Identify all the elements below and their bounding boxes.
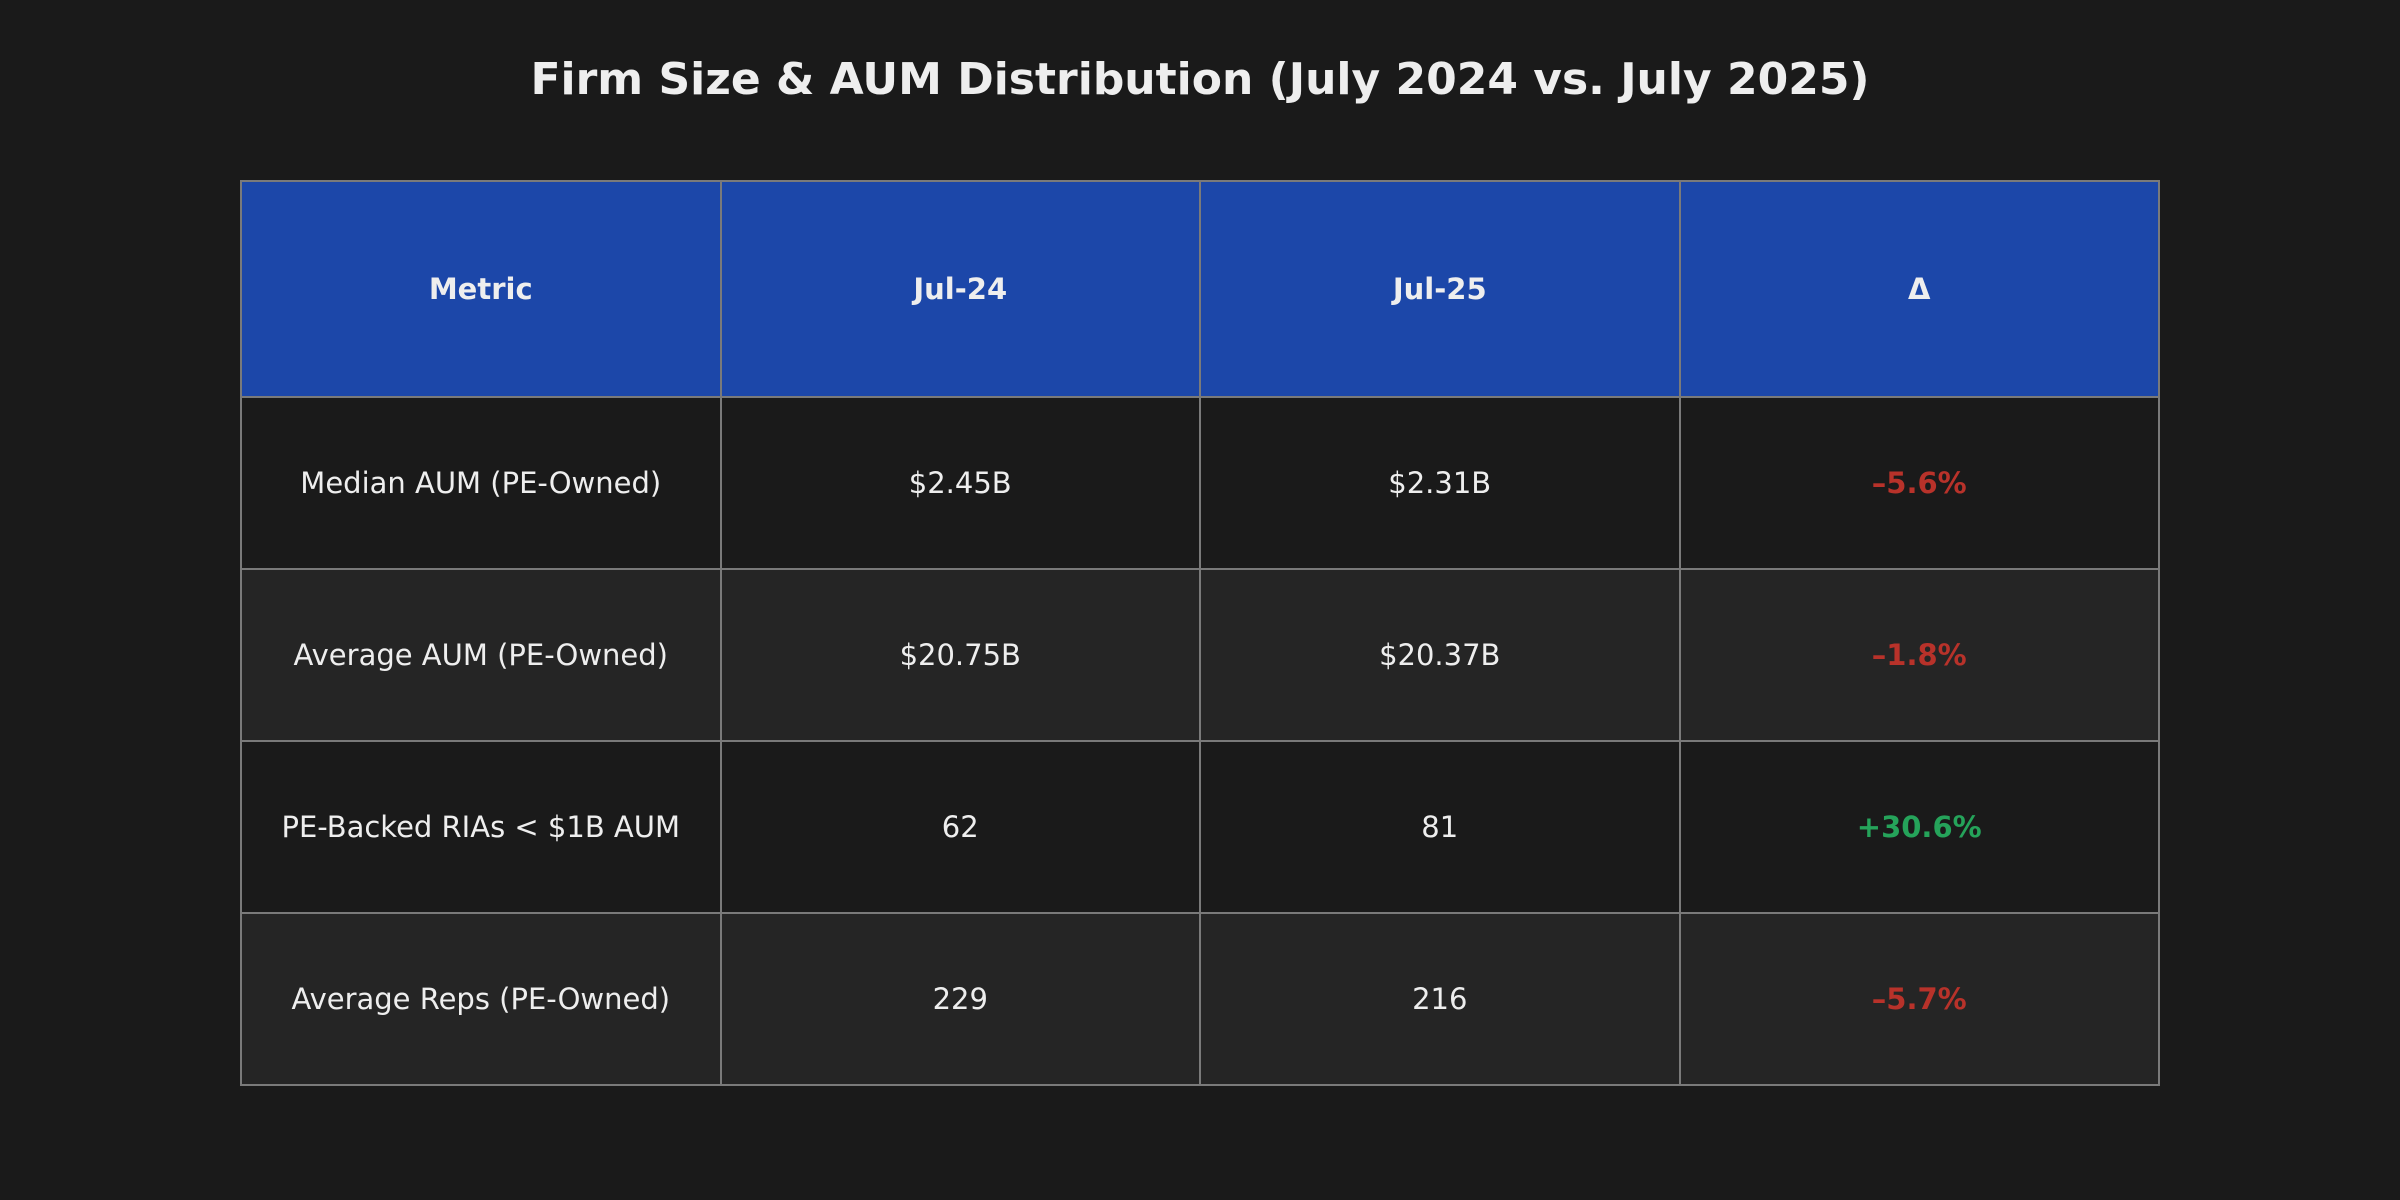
metrics-table: Metric Jul-24 Jul-25 Δ Median AUM (PE-Ow… (240, 180, 2160, 1086)
table-row: Average Reps (PE-Owned) 229 216 –5.7% (240, 912, 2160, 1086)
table-row: Median AUM (PE-Owned) $2.45B $2.31B –5.6… (240, 396, 2160, 570)
cell-jul24: $20.75B (719, 568, 1201, 742)
cell-delta: –5.7% (1678, 912, 2160, 1086)
header-metric: Metric (240, 180, 722, 398)
cell-delta: –1.8% (1678, 568, 2160, 742)
cell-jul25: $20.37B (1199, 568, 1681, 742)
cell-jul24: 62 (719, 740, 1201, 914)
cell-jul25: $2.31B (1199, 396, 1681, 570)
chart-title: Firm Size & AUM Distribution (July 2024 … (530, 54, 1870, 105)
cell-jul25: 81 (1199, 740, 1681, 914)
cell-jul25: 216 (1199, 912, 1681, 1086)
header-row: Metric Jul-24 Jul-25 Δ (240, 180, 2160, 398)
cell-metric: Median AUM (PE-Owned) (240, 396, 722, 570)
header-delta: Δ (1678, 180, 2160, 398)
cell-jul24: 229 (719, 912, 1201, 1086)
cell-metric: Average AUM (PE-Owned) (240, 568, 722, 742)
table-row: PE-Backed RIAs < $1B AUM 62 81 +30.6% (240, 740, 2160, 914)
cell-metric: PE-Backed RIAs < $1B AUM (240, 740, 722, 914)
table-row: Average AUM (PE-Owned) $20.75B $20.37B –… (240, 568, 2160, 742)
cell-delta: +30.6% (1678, 740, 2160, 914)
cell-delta: –5.6% (1678, 396, 2160, 570)
header-jul24: Jul-24 (719, 180, 1201, 398)
cell-jul24: $2.45B (719, 396, 1201, 570)
header-jul25: Jul-25 (1199, 180, 1681, 398)
cell-metric: Average Reps (PE-Owned) (240, 912, 722, 1086)
